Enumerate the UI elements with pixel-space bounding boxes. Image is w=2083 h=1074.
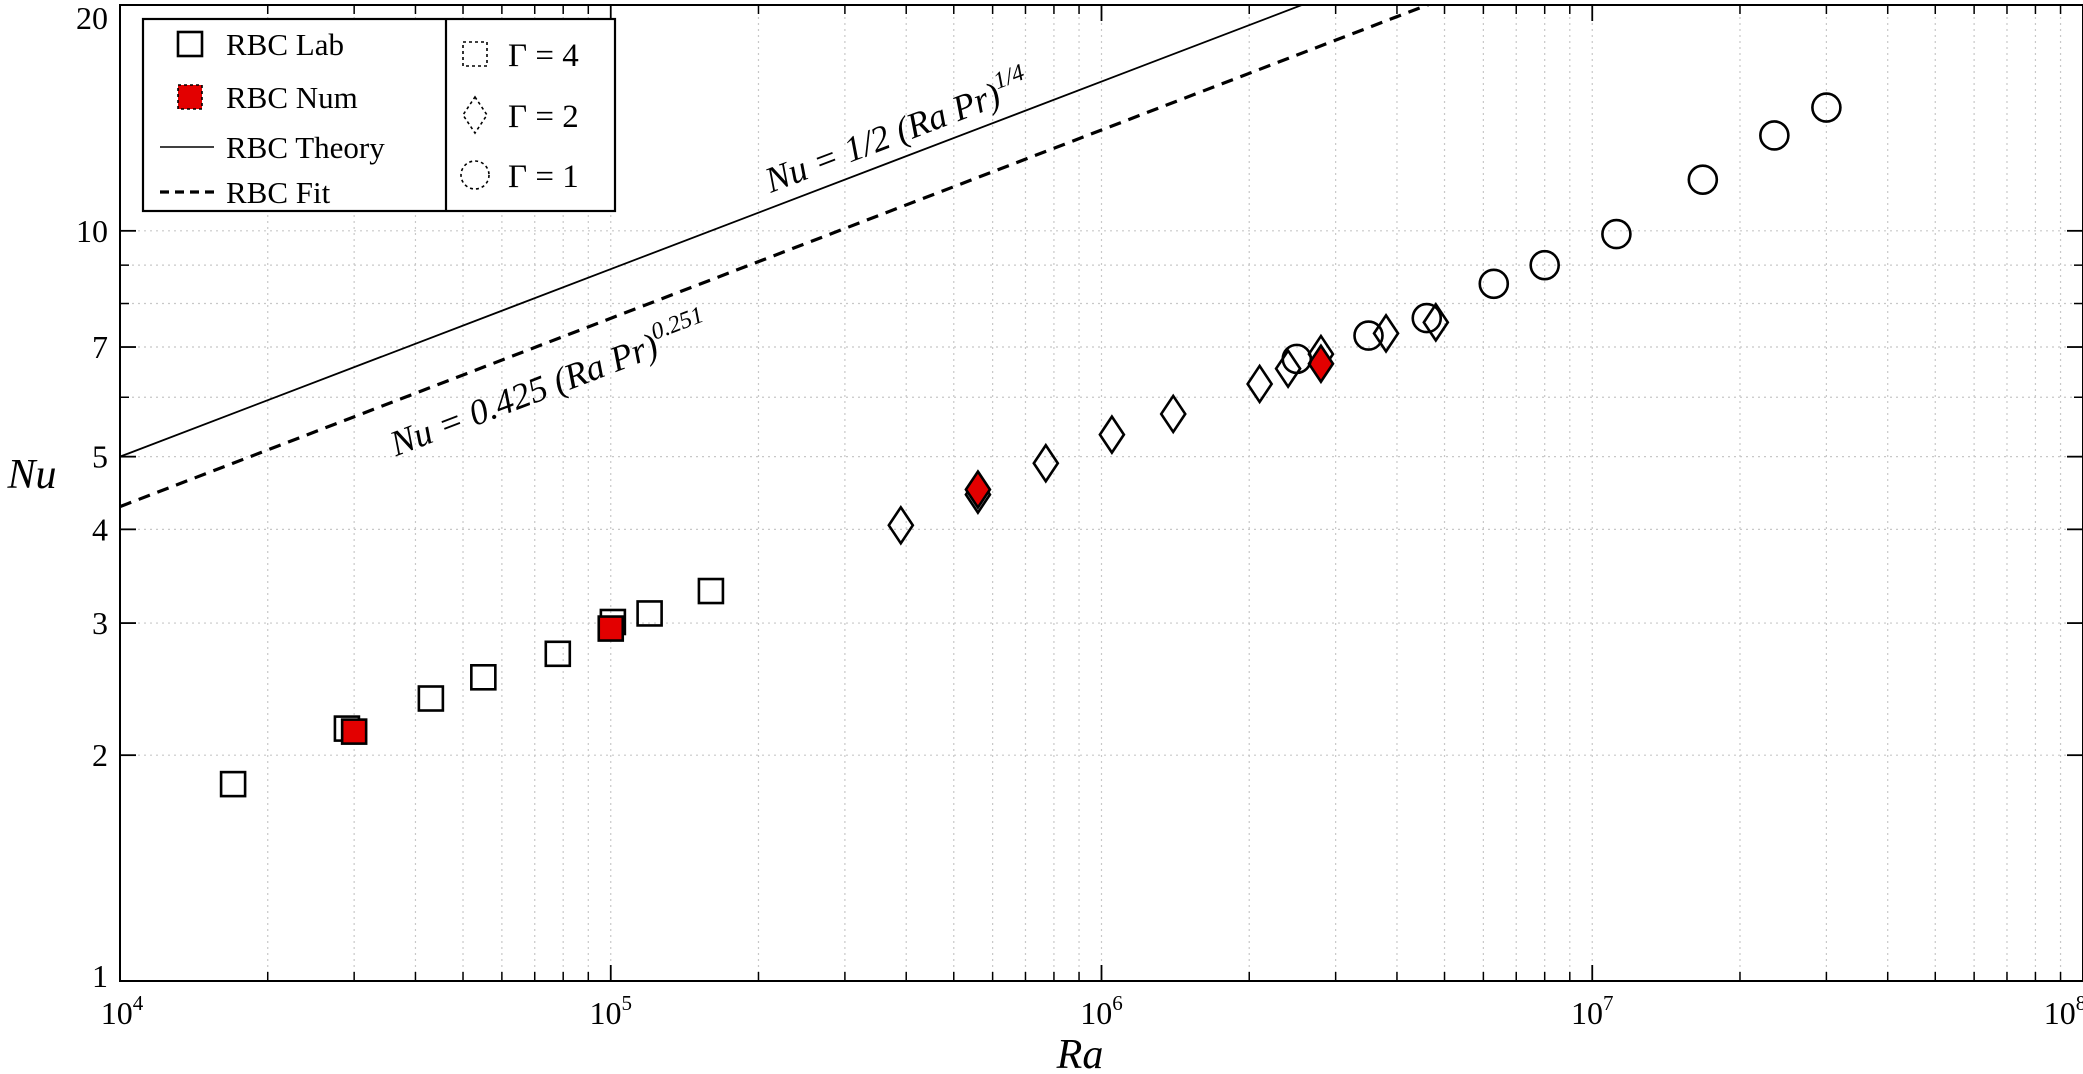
- square-open-point: [636, 600, 663, 627]
- circle-open-point: [1353, 320, 1384, 351]
- fit-lines: [120, 5, 1432, 509]
- square-open-point: [417, 685, 445, 712]
- legend-label: RBC Num: [226, 80, 358, 115]
- y-tick-label: 20: [76, 0, 108, 36]
- theory-line: [120, 5, 1305, 458]
- legend-label: Γ = 2: [508, 99, 579, 135]
- square-open-point: [470, 664, 497, 691]
- x-tick-label: 108: [2044, 991, 2083, 1031]
- diamond-open-point: [1159, 393, 1187, 435]
- diamond-filled-point: [964, 469, 992, 510]
- circle-open-point: [1601, 218, 1632, 250]
- y-tick-label: 5: [92, 439, 108, 475]
- legend-symbol-square-open: [176, 30, 204, 58]
- legend-symbol-square-dotted: [462, 41, 488, 67]
- diamond-open-point: [887, 504, 915, 546]
- x-tick-label: 106: [1080, 991, 1123, 1031]
- y-tick-label: 4: [92, 511, 108, 547]
- circle-open-point: [1478, 268, 1510, 300]
- diamond-open-point: [1372, 313, 1400, 354]
- x-tick-label: 107: [1571, 991, 1614, 1031]
- diamond-open-point: [1246, 363, 1274, 405]
- diamond-open-point: [1422, 302, 1450, 343]
- circle-open-point: [1529, 249, 1560, 281]
- square-filled-point: [340, 718, 368, 745]
- x-tick-label: 105: [590, 991, 633, 1031]
- square-open-point: [219, 770, 247, 798]
- fit-equation-label: Nu = 0.425 (Ra Pr)0.251: [382, 302, 714, 464]
- diamond-open-point: [1098, 414, 1126, 455]
- y-tick-label: 2: [92, 737, 108, 773]
- square-open-point: [544, 640, 572, 668]
- legend-label: RBC Fit: [226, 175, 331, 210]
- axis-ticks: [119, 4, 2083, 982]
- fit-line: [120, 5, 1432, 509]
- x-tick-label: 104: [101, 991, 144, 1031]
- x-axis-label: Ra: [1056, 1032, 1104, 1074]
- y-tick-label: 1: [92, 958, 108, 994]
- circle-open-point: [1281, 343, 1313, 375]
- circle-open-point: [1811, 92, 1842, 123]
- legend-label: RBC Theory: [226, 130, 385, 165]
- circle-open-point: [1759, 120, 1790, 151]
- y-tick-label: 3: [92, 605, 108, 641]
- diamond-filled-point: [1307, 343, 1335, 385]
- y-axis-label: Nu: [6, 452, 56, 498]
- circle-open-point: [1687, 164, 1719, 195]
- diamond-open-point: [1274, 348, 1302, 390]
- legend-label: Γ = 1: [508, 159, 579, 195]
- legend-label: RBC Lab: [226, 27, 344, 62]
- legend-box: [141, 17, 617, 213]
- legend: RBC Lab RBC Num RBC Theory RBC Fit Γ = 4 Γ = …: [141, 17, 617, 213]
- y-tick-label: 7: [92, 329, 108, 365]
- legend-symbol-square-filled: [177, 84, 203, 110]
- legend-symbol-circle-dotted: [460, 160, 490, 190]
- legend-symbol-diamond-dotted: [462, 95, 488, 135]
- square-open-point: [697, 577, 725, 605]
- circle-open-point: [1411, 302, 1443, 334]
- axis-labels: 104 105 106 107 108 1 2 3 4 5 7 10 20 Ra Nu: [6, 0, 2083, 1074]
- y-tick-label: 10: [76, 213, 108, 249]
- data-markers: [219, 92, 1842, 798]
- legend-label: Γ = 4: [508, 38, 579, 74]
- diamond-open-point: [1032, 442, 1060, 484]
- square-filled-point: [597, 615, 625, 642]
